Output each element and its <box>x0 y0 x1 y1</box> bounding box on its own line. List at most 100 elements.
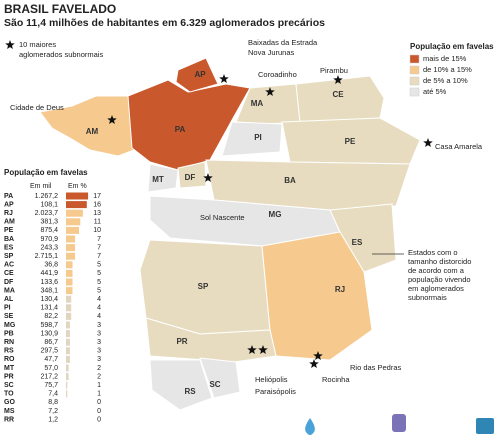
region-sc <box>199 357 241 399</box>
row-uf: CE <box>4 270 14 277</box>
row-pct: 16 <box>93 201 101 208</box>
row-thousands: 243,3 <box>40 244 58 251</box>
annotation: em aglomerados <box>408 284 464 293</box>
pct-bar <box>66 192 89 200</box>
row-thousands: 131,4 <box>40 305 58 312</box>
pct-bar <box>66 244 76 252</box>
pct-bar <box>66 390 68 398</box>
row-thousands: 8,8 <box>48 399 58 406</box>
row-pct: 3 <box>97 348 101 355</box>
legend-swatch <box>409 87 420 97</box>
legend-label: de 10% a 15% <box>423 65 472 74</box>
pct-bar <box>66 201 87 209</box>
row-uf: PA <box>4 193 13 200</box>
place-label: Nova Jurunas <box>248 48 295 57</box>
row-thousands: 875,4 <box>40 227 58 234</box>
row-thousands: 86,7 <box>44 339 58 346</box>
row-pct: 3 <box>97 339 101 346</box>
annotation: de acordo com a <box>408 266 465 275</box>
row-thousands: 75,7 <box>44 382 58 389</box>
row-uf: PI <box>4 305 11 312</box>
row-thousands: 36,8 <box>44 262 58 269</box>
row-thousands: 2.715,1 <box>35 253 58 260</box>
row-pct: 7 <box>97 244 101 251</box>
row-uf: RO <box>4 356 15 363</box>
row-uf: AP <box>4 201 14 208</box>
legend-label: de 5% a 10% <box>423 76 468 85</box>
place-label: Cidade de Deus <box>10 103 64 112</box>
pct-bar <box>66 209 83 217</box>
row-pct: 0 <box>97 408 101 415</box>
row-thousands: 108,1 <box>40 201 58 208</box>
row-uf: PR <box>4 373 14 380</box>
pct-bar <box>66 355 70 363</box>
row-thousands: 130,9 <box>40 330 58 337</box>
pct-bar <box>66 338 70 346</box>
row-uf: RJ <box>4 210 13 217</box>
place-label: Rocinha <box>322 375 350 384</box>
row-thousands: 47,7 <box>44 356 58 363</box>
place-label: Sol Nascente <box>200 213 245 222</box>
row-pct: 3 <box>97 322 101 329</box>
row-thousands: 82,2 <box>44 313 58 320</box>
row-uf: DF <box>4 279 14 286</box>
row-thousands: 2.023,7 <box>35 210 58 217</box>
row-uf: AC <box>4 262 14 269</box>
legend-title: População em favelas <box>410 42 494 51</box>
pct-bar <box>66 373 69 381</box>
place-label: Pirambu <box>320 66 348 75</box>
pct-bar <box>66 218 81 226</box>
row-thousands: 441,9 <box>40 270 58 277</box>
row-thousands: 348,1 <box>40 287 58 294</box>
state-label: MG <box>269 210 282 219</box>
row-uf: AM <box>4 219 15 226</box>
state-label: MT <box>152 175 164 184</box>
row-pct: 4 <box>97 305 101 312</box>
row-uf: AL <box>4 296 14 303</box>
star-legend-text: aglomerados subnormais <box>19 50 103 59</box>
row-pct: 11 <box>94 219 101 226</box>
row-pct: 13 <box>93 210 101 217</box>
star <box>203 173 213 182</box>
star <box>265 87 275 96</box>
star-legend-text: 10 maiores <box>19 40 56 49</box>
pct-bar <box>66 287 73 295</box>
row-pct: 2 <box>97 365 101 372</box>
region-pi <box>221 121 283 157</box>
pct-bar <box>66 312 72 320</box>
row-uf: MS <box>4 408 15 415</box>
star <box>5 40 15 49</box>
state-label: SP <box>198 282 209 291</box>
pct-bar <box>66 278 73 286</box>
star <box>333 75 343 84</box>
row-uf: MA <box>4 287 15 294</box>
icon-toilet <box>392 414 406 432</box>
map <box>39 57 421 411</box>
row-thousands: 7,4 <box>48 391 58 398</box>
pct-bar <box>66 364 69 372</box>
row-pct: 2 <box>97 373 101 380</box>
state-label: ES <box>352 238 363 247</box>
region-ap <box>175 57 219 93</box>
legend-swatch <box>409 65 420 75</box>
region-es <box>329 203 397 273</box>
region-pa <box>127 79 251 171</box>
title: BRASIL FAVELADO <box>4 2 116 16</box>
row-pct: 0 <box>97 416 101 423</box>
row-thousands: 57,0 <box>44 365 58 372</box>
icon-drop <box>305 418 315 435</box>
row-uf: MT <box>4 365 15 372</box>
row-pct: 1 <box>97 391 101 398</box>
place-label: Heliópolis <box>255 375 288 384</box>
region-rs <box>149 359 213 411</box>
pct-bar <box>66 321 70 329</box>
pct-bar <box>66 235 76 243</box>
legend-swatch <box>409 76 420 86</box>
pct-bar <box>66 261 73 269</box>
table-title: População em favelas <box>4 168 88 177</box>
state-label: PA <box>175 125 186 134</box>
row-uf: PE <box>4 227 14 234</box>
row-pct: 5 <box>97 262 101 269</box>
row-thousands: 598,7 <box>40 322 58 329</box>
row-thousands: 970,9 <box>40 236 58 243</box>
